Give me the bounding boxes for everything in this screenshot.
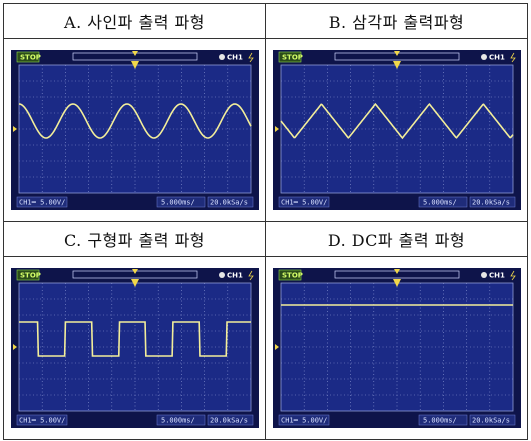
edge-trigger-icon [509,270,516,281]
time-per-div: 5.000ms/ [161,417,195,425]
sample-rate: 20.0kSa/s [210,199,248,207]
oscilloscope-triangle: STOP CH1 CH1═ 5.00V/5.000ms/20.0kSa/s [272,50,521,210]
rate-box [469,196,515,208]
sine-trace [18,103,252,139]
oscilloscope-dc: STOP CH1 CH1═ 5.00V/5.000ms/20.0kSa/s [272,268,521,428]
volts-box [278,196,329,208]
stop-badge [16,269,39,281]
channel-label: CH1 [489,54,505,62]
oscilloscope-square: STOP CH1 CH1═ 5.00V/5.000ms/20.0kSa/s [10,268,259,428]
rate-box [207,196,253,208]
rate-box [469,414,515,426]
time-box [156,196,205,208]
channel-icon [218,272,225,278]
volts-per-div: CH1═ 5.00V/ [19,417,65,425]
stop-label: STOP [282,272,303,280]
ground-marker-icon [274,126,279,132]
time-per-div: 5.000ms/ [423,199,457,207]
edge-trigger-icon [247,52,254,63]
trigger-marker-icon [131,51,138,56]
panel-triangle: STOP CH1 CH1═ 5.00V/5.000ms/20.0kSa/s [265,38,528,222]
trigger-position-icon [130,279,139,287]
volts-per-div: CH1═ 5.00V/ [281,199,327,207]
edge-trigger-icon [247,270,254,281]
time-per-div: 5.000ms/ [161,199,195,207]
volts-per-div: CH1═ 5.00V/ [281,417,327,425]
channel-icon [480,272,487,278]
time-per-div: 5.000ms/ [423,417,457,425]
time-box [418,196,467,208]
channel-label: CH1 [489,272,505,280]
ground-marker-icon [12,126,17,132]
stop-label: STOP [282,54,303,62]
channel-label: CH1 [227,54,243,62]
panel-sine: STOP CH1 CH1═ 5.00V/5.000ms/20.0kSa/s [3,38,266,222]
figure-table: A. 사인파 출력 파형 B. 삼각파 출력파형 STOP CH1 CH1═ 5.0… [3,3,528,440]
volts-box [278,414,329,426]
channel-label: CH1 [227,272,243,280]
sample-rate: 20.0kSa/s [210,417,248,425]
stop-badge [278,269,301,281]
caption-square: C. 구형파 출력 파형 [3,221,266,257]
volts-per-div: CH1═ 5.00V/ [19,199,65,207]
stop-badge [16,51,39,63]
trigger-position-icon [392,279,401,287]
stop-label: STOP [20,272,41,280]
triangle-trace [279,102,514,140]
sample-rate: 20.0kSa/s [472,199,510,207]
channel-icon [218,54,225,60]
square-trace [18,321,251,357]
time-box [156,414,205,426]
rate-box [207,414,253,426]
ground-marker-icon [12,344,17,350]
caption-triangle: B. 삼각파 출력파형 [265,3,528,39]
panel-square: STOP CH1 CH1═ 5.00V/5.000ms/20.0kSa/s [3,256,266,440]
sample-rate: 20.0kSa/s [472,417,510,425]
trigger-position-icon [392,61,401,69]
caption-dc: D. DC파 출력 파형 [265,221,528,257]
oscilloscope-sine: STOP CH1 CH1═ 5.00V/5.000ms/20.0kSa/s [10,50,259,210]
time-box [418,414,467,426]
trigger-marker-icon [131,269,138,274]
stop-label: STOP [20,54,41,62]
trigger-marker-icon [393,269,400,274]
edge-trigger-icon [509,52,516,63]
channel-icon [480,54,487,60]
trigger-position-icon [130,61,139,69]
caption-sine: A. 사인파 출력 파형 [3,3,266,39]
ground-marker-icon [274,344,279,350]
panel-dc: STOP CH1 CH1═ 5.00V/5.000ms/20.0kSa/s [265,256,528,440]
volts-box [16,414,67,426]
volts-box [16,196,67,208]
stop-badge [278,51,301,63]
trigger-marker-icon [393,51,400,56]
